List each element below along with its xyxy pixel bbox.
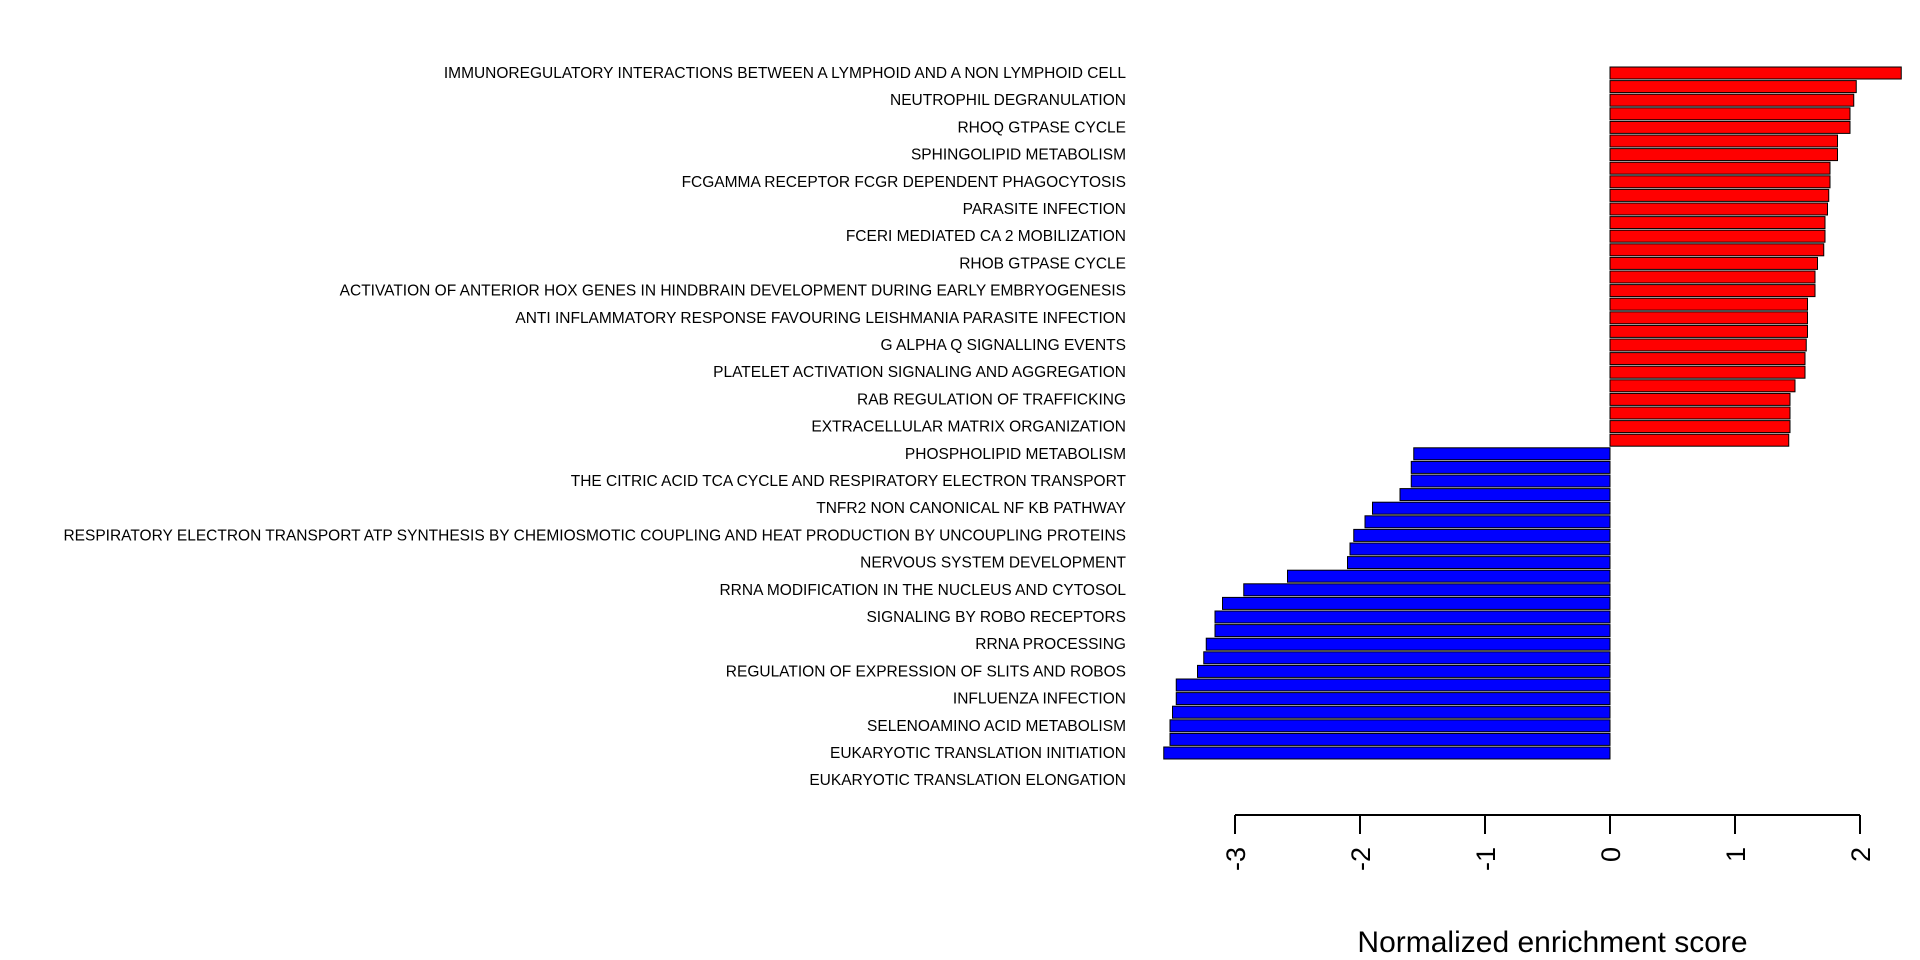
category-label: REGULATION OF EXPRESSION OF SLITS AND RO… bbox=[726, 663, 1126, 680]
bar-16 bbox=[1609, 284, 1816, 298]
bar-8 bbox=[1609, 175, 1831, 189]
category-label: RESPIRATORY ELECTRON TRANSPORT ATP SYNTH… bbox=[63, 527, 1126, 544]
bar-50 bbox=[1163, 746, 1611, 760]
x-tick-label: 1 bbox=[1721, 847, 1751, 862]
category-labels-group: IMMUNOREGULATORY INTERACTIONS BETWEEN A … bbox=[63, 65, 1126, 789]
bar-43 bbox=[1203, 651, 1611, 665]
category-label: ACTIVATION OF ANTERIOR HOX GENES IN HIND… bbox=[340, 283, 1126, 300]
category-label: PLATELET ACTIVATION SIGNALING AND AGGREG… bbox=[713, 364, 1126, 381]
bar-32 bbox=[1372, 501, 1611, 515]
bar-37 bbox=[1287, 569, 1611, 583]
category-label: SELENOAMINO ACID METABOLISM bbox=[867, 718, 1126, 735]
category-label: THE CITRIC ACID TCA CYCLE AND RESPIRATOR… bbox=[571, 473, 1127, 490]
bar-33 bbox=[1364, 515, 1611, 529]
bar-31 bbox=[1399, 488, 1611, 502]
bar-27 bbox=[1609, 433, 1790, 447]
bar-24 bbox=[1609, 392, 1791, 406]
category-label: TNFR2 NON CANONICAL NF KB PATHWAY bbox=[816, 500, 1126, 517]
bar-21 bbox=[1609, 352, 1806, 366]
bar-34 bbox=[1353, 528, 1611, 542]
x-tick-label: -1 bbox=[1471, 847, 1501, 871]
bar-29 bbox=[1410, 460, 1611, 474]
category-label: RRNA MODIFICATION IN THE NUCLEUS AND CYT… bbox=[719, 582, 1126, 599]
category-label: NERVOUS SYSTEM DEVELOPMENT bbox=[860, 555, 1126, 572]
bar-11 bbox=[1609, 216, 1826, 230]
bar-5 bbox=[1609, 134, 1838, 148]
bar-47 bbox=[1172, 705, 1611, 719]
bar-15 bbox=[1609, 270, 1816, 284]
x-axis: -3 -2 -1 0 1 2 bbox=[1221, 814, 1876, 871]
x-tick-label: -2 bbox=[1346, 847, 1376, 871]
category-label: RAB REGULATION OF TRAFFICKING bbox=[857, 391, 1126, 408]
category-label: INFLUENZA INFECTION bbox=[953, 691, 1126, 708]
bar-30 bbox=[1410, 474, 1611, 488]
bar-35 bbox=[1349, 542, 1611, 556]
category-label: ANTI INFLAMMATORY RESPONSE FAVOURING LEI… bbox=[515, 310, 1126, 327]
bar-25 bbox=[1609, 406, 1791, 420]
category-label: SPHINGOLIPID METABOLISM bbox=[911, 147, 1126, 164]
category-label: RHOQ GTPASE CYCLE bbox=[957, 119, 1126, 136]
category-label: FCERI MEDIATED CA 2 MOBILIZATION bbox=[846, 228, 1126, 245]
bar-4 bbox=[1609, 120, 1851, 134]
category-label: RRNA PROCESSING bbox=[975, 636, 1126, 653]
category-label: NEUTROPHIL DEGRANULATION bbox=[890, 92, 1126, 109]
bar-26 bbox=[1609, 420, 1791, 434]
category-label: EXTRACELLULAR MATRIX ORGANIZATION bbox=[811, 419, 1126, 436]
bar-48 bbox=[1169, 719, 1611, 733]
bar-1 bbox=[1609, 80, 1857, 94]
bar-41 bbox=[1214, 624, 1611, 638]
category-label: EUKARYOTIC TRANSLATION INITIATION bbox=[830, 745, 1126, 762]
bar-40 bbox=[1214, 610, 1611, 624]
bar-17 bbox=[1609, 297, 1808, 311]
bar-13 bbox=[1609, 243, 1825, 257]
bar-36 bbox=[1347, 556, 1611, 570]
category-label: PHOSPHOLIPID METABOLISM bbox=[905, 446, 1126, 463]
bar-49 bbox=[1169, 732, 1611, 746]
bar-46 bbox=[1175, 692, 1611, 706]
category-label: SIGNALING BY ROBO RECEPTORS bbox=[866, 609, 1126, 626]
x-tick-label: 0 bbox=[1596, 847, 1626, 862]
bar-39 bbox=[1222, 596, 1611, 610]
category-label: G ALPHA Q SIGNALLING EVENTS bbox=[880, 337, 1126, 354]
x-tick-label: -3 bbox=[1221, 847, 1251, 871]
bar-12 bbox=[1609, 229, 1826, 243]
bar-2 bbox=[1609, 93, 1855, 107]
bar-28 bbox=[1413, 447, 1611, 461]
bar-14 bbox=[1609, 256, 1818, 270]
bar-20 bbox=[1609, 338, 1807, 352]
category-label: RHOB GTPASE CYCLE bbox=[959, 255, 1126, 272]
bar-18 bbox=[1609, 311, 1808, 325]
bar-19 bbox=[1609, 324, 1808, 338]
bar-0 bbox=[1609, 66, 1902, 80]
bar-45 bbox=[1175, 678, 1611, 692]
bar-10 bbox=[1609, 202, 1828, 216]
bar-23 bbox=[1609, 379, 1796, 393]
x-axis-title: Normalized enrichment score bbox=[1357, 926, 1747, 959]
bars-group bbox=[1163, 66, 1902, 760]
bar-6 bbox=[1609, 148, 1838, 162]
category-label: EUKARYOTIC TRANSLATION ELONGATION bbox=[809, 772, 1126, 789]
category-label: FCGAMMA RECEPTOR FCGR DEPENDENT PHAGOCYT… bbox=[682, 174, 1126, 191]
bar-3 bbox=[1609, 107, 1851, 121]
x-tick-label: 2 bbox=[1846, 847, 1876, 862]
bar-9 bbox=[1609, 188, 1830, 202]
bar-22 bbox=[1609, 365, 1806, 379]
bar-7 bbox=[1609, 161, 1831, 175]
bar-38 bbox=[1243, 583, 1611, 597]
category-label: PARASITE INFECTION bbox=[963, 201, 1126, 218]
bar-42 bbox=[1205, 637, 1611, 651]
category-label: IMMUNOREGULATORY INTERACTIONS BETWEEN A … bbox=[444, 65, 1127, 82]
bar-44 bbox=[1197, 664, 1611, 678]
